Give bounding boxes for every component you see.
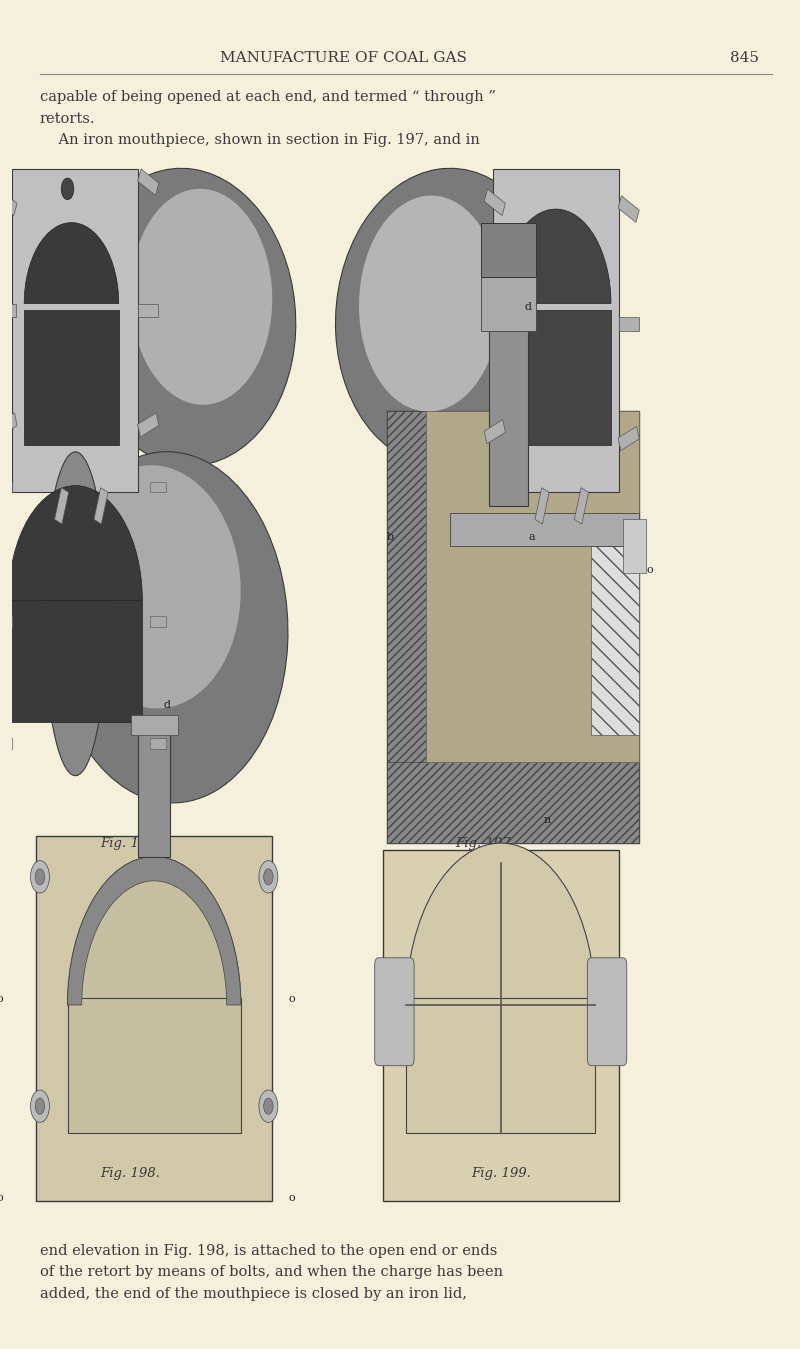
Text: Fig. 196.: Fig. 196. [101, 836, 161, 850]
Text: o: o [288, 1193, 294, 1202]
Bar [0, 304, 16, 317]
Bar [130, 715, 178, 735]
Bar [138, 169, 159, 196]
Bar [94, 488, 108, 523]
Bar [489, 290, 528, 506]
Ellipse shape [68, 465, 241, 708]
FancyBboxPatch shape [13, 169, 138, 492]
Bar [426, 411, 638, 762]
Bar [0, 413, 17, 437]
Bar [0, 189, 17, 216]
Text: Fig. 194.: Fig. 194. [77, 533, 137, 546]
Wedge shape [67, 857, 241, 1005]
Bar [150, 616, 166, 627]
FancyBboxPatch shape [36, 836, 272, 1201]
Text: a: a [528, 532, 535, 541]
Bar [450, 513, 638, 546]
Bar [574, 488, 589, 523]
Bar [618, 196, 639, 223]
Bar [386, 762, 638, 843]
Bar [138, 304, 158, 317]
Text: MANUFACTURE OF COAL GAS: MANUFACTURE OF COAL GAS [220, 51, 466, 65]
Ellipse shape [75, 169, 296, 465]
Ellipse shape [335, 169, 556, 465]
Ellipse shape [359, 196, 501, 411]
Bar [0, 616, 13, 627]
Text: o: o [288, 994, 294, 1004]
FancyBboxPatch shape [493, 169, 619, 492]
Circle shape [264, 869, 273, 885]
Circle shape [35, 1098, 45, 1114]
FancyBboxPatch shape [587, 958, 626, 1066]
Bar [485, 317, 505, 331]
Circle shape [259, 861, 278, 893]
Wedge shape [24, 223, 118, 304]
Text: n: n [544, 815, 551, 824]
Bar [618, 426, 639, 451]
Bar [386, 411, 638, 843]
Text: end elevation in Fig. 198, is attached to the open end or ends: end elevation in Fig. 198, is attached t… [40, 1244, 498, 1257]
Circle shape [62, 178, 74, 200]
Text: o: o [0, 994, 3, 1004]
Bar [138, 413, 159, 437]
Text: capable of being opened at each end, and termed “ through ”: capable of being opened at each end, and… [40, 90, 496, 104]
Text: retorts.: retorts. [40, 112, 95, 125]
Bar [481, 223, 536, 277]
Wedge shape [406, 843, 595, 1005]
Bar [24, 310, 118, 445]
Bar [619, 317, 638, 331]
Text: d: d [164, 700, 170, 710]
Bar [406, 998, 595, 1133]
Text: d: d [524, 302, 531, 312]
Bar [484, 189, 506, 216]
Bar [535, 488, 549, 523]
Text: Fig. 195.: Fig. 195. [470, 533, 530, 546]
Bar [150, 482, 166, 492]
Bar [67, 998, 241, 1133]
Bar [138, 722, 170, 857]
Ellipse shape [130, 189, 272, 405]
Bar [481, 277, 536, 331]
Text: b: b [386, 532, 394, 541]
Text: Fig. 199.: Fig. 199. [470, 1167, 530, 1180]
Text: o: o [0, 1193, 3, 1202]
Bar [591, 546, 638, 735]
Bar [0, 738, 13, 749]
Circle shape [35, 869, 45, 885]
Text: An iron mouthpiece, shown in section in Fig. 197, and in: An iron mouthpiece, shown in section in … [40, 134, 480, 147]
Text: added, the end of the mouthpiece is closed by an iron lid,: added, the end of the mouthpiece is clos… [40, 1287, 467, 1300]
Text: o: o [646, 565, 653, 575]
Bar [54, 488, 69, 523]
Circle shape [259, 1090, 278, 1122]
Circle shape [30, 1090, 50, 1122]
FancyBboxPatch shape [382, 850, 619, 1201]
Ellipse shape [52, 452, 288, 803]
Wedge shape [67, 857, 241, 1005]
Circle shape [30, 861, 50, 893]
Bar [622, 519, 646, 573]
Ellipse shape [44, 452, 107, 776]
Bar [9, 600, 142, 722]
Bar [386, 411, 426, 762]
Wedge shape [9, 486, 142, 600]
Text: of the retort by means of bolts, and when the charge has been: of the retort by means of bolts, and whe… [40, 1265, 503, 1279]
Bar [484, 420, 506, 444]
Bar [0, 482, 13, 492]
Text: 845: 845 [730, 51, 759, 65]
Wedge shape [501, 209, 611, 304]
FancyBboxPatch shape [374, 958, 414, 1066]
Circle shape [264, 1098, 273, 1114]
Text: Fig. 198.: Fig. 198. [101, 1167, 161, 1180]
Bar [150, 738, 166, 749]
Bar [501, 310, 611, 445]
Text: Fig. 197.: Fig. 197. [455, 836, 515, 850]
